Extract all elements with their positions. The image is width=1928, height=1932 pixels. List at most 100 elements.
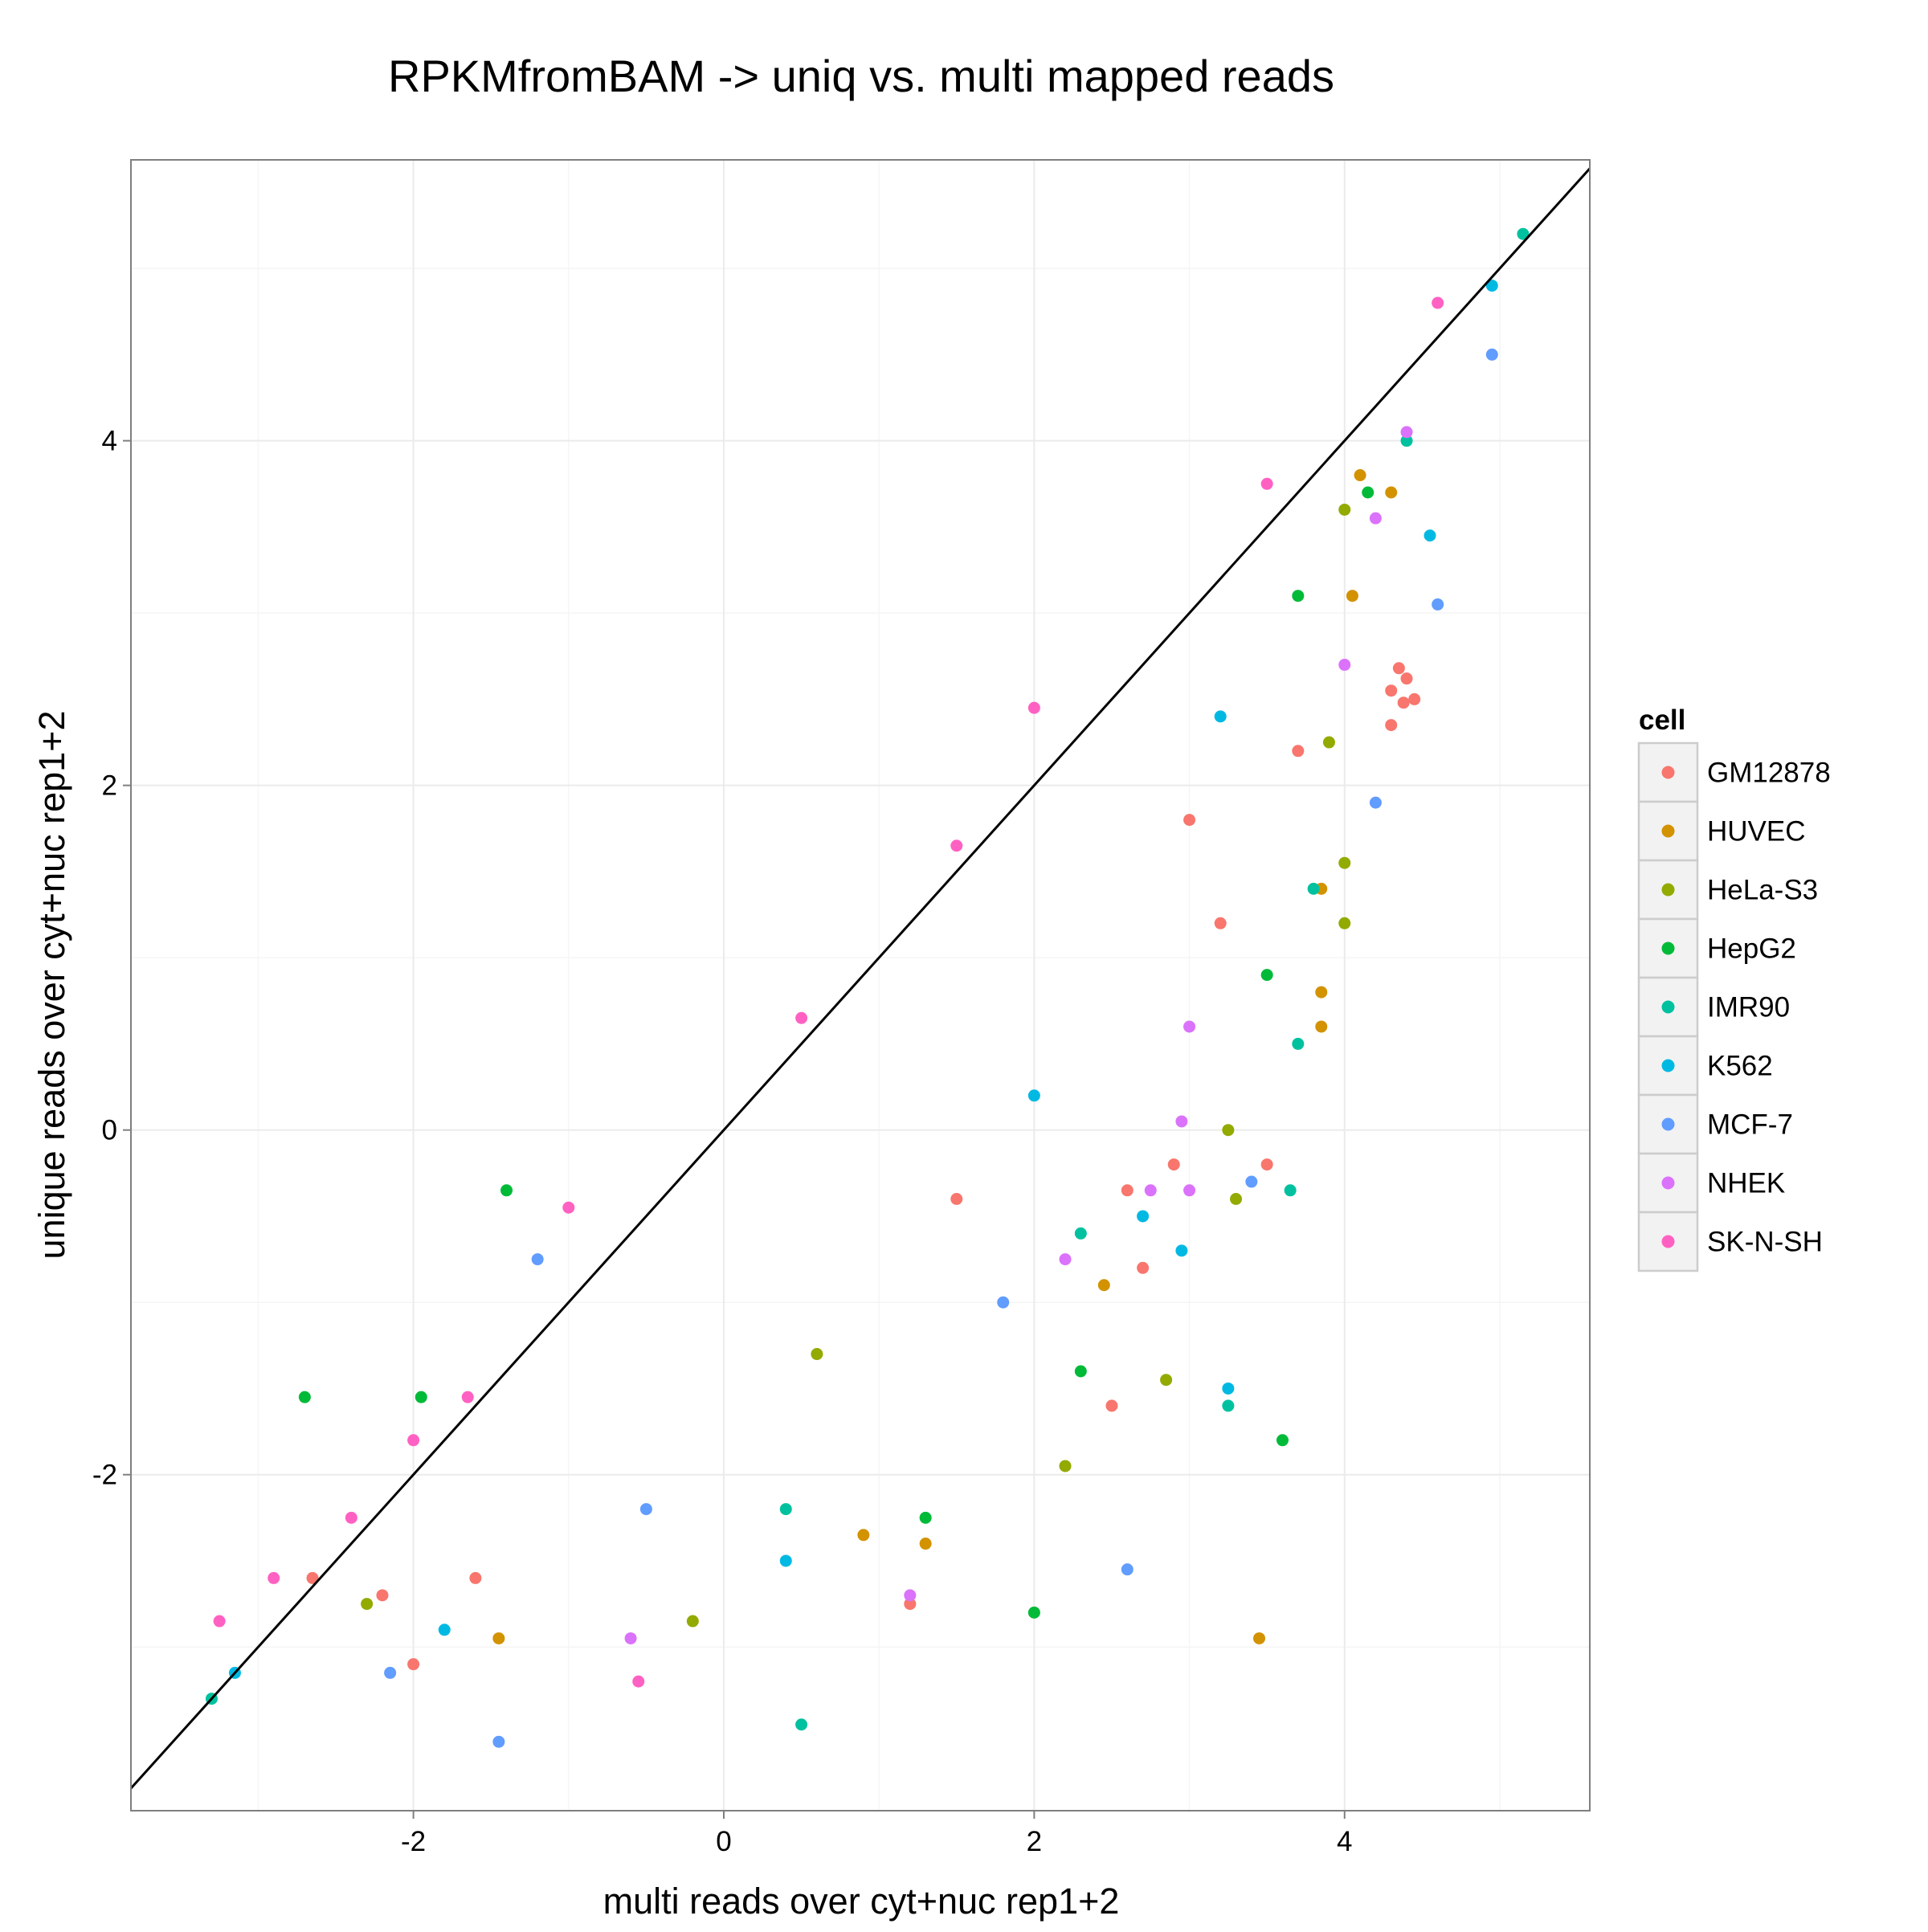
- data-point: [632, 1675, 645, 1688]
- data-point: [1369, 512, 1382, 525]
- data-point: [1408, 692, 1421, 705]
- data-point: [1175, 1115, 1188, 1128]
- data-point: [1338, 856, 1351, 869]
- y-tick-label: 0: [102, 1115, 117, 1146]
- data-point: [268, 1571, 280, 1584]
- data-point: [384, 1666, 397, 1679]
- reference-line: [129, 167, 1591, 1790]
- legend-swatch: [1661, 766, 1675, 779]
- legend-swatch: [1661, 1000, 1675, 1014]
- data-point: [1400, 672, 1413, 685]
- data-point: [415, 1391, 427, 1403]
- x-axis-ticks: -2 0 2 4: [401, 1811, 1352, 1857]
- x-tick-label: 0: [716, 1826, 731, 1857]
- data-point: [1059, 1460, 1072, 1472]
- data-point: [1097, 1279, 1110, 1292]
- legend-label: K562: [1707, 1051, 1773, 1082]
- legend-label: HUVEC: [1707, 816, 1806, 848]
- data-point: [1222, 1399, 1235, 1412]
- data-point: [492, 1735, 505, 1748]
- data-point: [438, 1624, 451, 1636]
- data-point: [1160, 1374, 1173, 1387]
- legend-swatch: [1661, 1117, 1675, 1131]
- series-HepG2: [298, 486, 1375, 1619]
- data-point: [1397, 696, 1410, 709]
- x-tick-label: 2: [1027, 1826, 1042, 1857]
- data-point: [407, 1434, 420, 1447]
- data-point: [361, 1598, 374, 1611]
- y-tick-label: -2: [92, 1460, 117, 1491]
- data-point: [213, 1615, 226, 1628]
- data-point: [686, 1615, 699, 1628]
- data-point: [1137, 1210, 1150, 1223]
- data-point: [1338, 503, 1351, 516]
- data-point: [345, 1511, 357, 1524]
- data-point: [492, 1632, 505, 1644]
- data-point: [1074, 1365, 1087, 1378]
- legend-key: [1637, 917, 1699, 979]
- data-point: [1322, 736, 1335, 749]
- data-point: [1392, 662, 1405, 675]
- legend-item: K562: [1637, 1035, 1773, 1097]
- data-point: [1369, 796, 1382, 809]
- data-point: [1362, 486, 1375, 499]
- legend-label: NHEK: [1707, 1168, 1785, 1199]
- data-point: [1517, 227, 1530, 240]
- data-point: [795, 1718, 808, 1731]
- grid: [131, 160, 1590, 1811]
- data-point: [1346, 590, 1358, 602]
- data-point: [779, 1554, 792, 1567]
- data-point: [1183, 814, 1196, 827]
- legend-swatch: [1661, 824, 1675, 838]
- data-point: [562, 1201, 575, 1214]
- data-point: [919, 1538, 932, 1550]
- y-tick-label: 2: [102, 770, 117, 802]
- data-point: [1105, 1399, 1118, 1412]
- plot-border: [130, 159, 1591, 1812]
- data-point: [376, 1589, 389, 1602]
- legend-item: NHEK: [1637, 1152, 1785, 1214]
- data-point: [1354, 469, 1366, 482]
- legend-item: HepG2: [1637, 917, 1796, 979]
- chart-title: RPKMfromBAM -> uniq vs. multi mapped rea…: [388, 51, 1334, 101]
- data-point: [1432, 598, 1444, 611]
- data-point: [1338, 917, 1351, 929]
- data-point: [779, 1503, 792, 1516]
- data-point: [624, 1632, 637, 1644]
- legend-entries: GM12878 HUVEC HeLa-S3 HepG2 IMR90 K562 MCF-7 NH…: [1637, 741, 1831, 1272]
- data-point: [1385, 719, 1398, 732]
- data-point: [1338, 659, 1351, 672]
- x-tick-label: 4: [1337, 1826, 1352, 1857]
- data-point: [1027, 1089, 1040, 1102]
- data-point: [1183, 1020, 1196, 1033]
- data-point: [531, 1253, 544, 1266]
- data-point: [1315, 1020, 1328, 1033]
- legend: cell GM12878 HUVEC HeLa-S3 HepG2 IMR90 K562 MC…: [1637, 705, 1831, 1272]
- data-point: [1284, 1184, 1297, 1197]
- data-point: [1144, 1184, 1157, 1197]
- legend-title: cell: [1639, 705, 1685, 736]
- data-point: [1307, 882, 1320, 895]
- data-point: [904, 1598, 917, 1611]
- data-point: [639, 1503, 652, 1516]
- data-point: [950, 1192, 963, 1205]
- reference-line-layer: [129, 167, 1591, 1790]
- series-NHEK: [624, 426, 1413, 1644]
- legend-label: GM12878: [1707, 758, 1831, 789]
- data-point: [1260, 1158, 1273, 1171]
- series-HUVEC: [492, 469, 1398, 1644]
- x-axis-label: multi reads over cyt+nuc rep1+2: [603, 1881, 1120, 1922]
- data-point: [1214, 710, 1227, 723]
- data-point: [1121, 1184, 1134, 1197]
- data-point: [857, 1529, 870, 1542]
- legend-label: HepG2: [1707, 933, 1796, 965]
- legend-item: GM12878: [1637, 741, 1831, 803]
- legend-swatch: [1661, 941, 1675, 955]
- data-point: [298, 1391, 311, 1403]
- data-point: [1121, 1563, 1134, 1576]
- legend-item: HeLa-S3: [1637, 859, 1818, 921]
- data-point: [1245, 1175, 1258, 1188]
- series-MCF-7: [384, 348, 1498, 1748]
- data-point: [1222, 1382, 1235, 1395]
